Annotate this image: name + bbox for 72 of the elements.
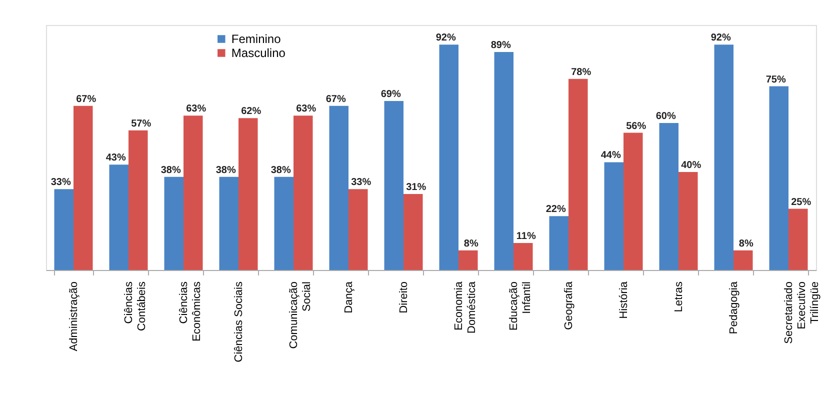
bar [514, 243, 533, 270]
data-label: 63% [186, 104, 206, 115]
bar [238, 118, 258, 270]
data-label: 69% [380, 88, 401, 100]
data-label: 40% [681, 160, 702, 171]
x-tick-label: Comunicação Social [288, 282, 313, 349]
x-tick-label: Ciências Sociais [233, 281, 245, 362]
x-tick-label: Letras [673, 281, 685, 312]
bar [494, 52, 514, 270]
bar [624, 132, 643, 270]
data-label: 78% [571, 66, 592, 78]
x-tick-label: Dança [343, 280, 355, 314]
bar [384, 100, 404, 270]
bar [659, 123, 678, 270]
bar [549, 216, 568, 270]
x-tick-label: Administração [68, 282, 80, 352]
x-tick-label: Pedagogia [728, 280, 740, 334]
bar [788, 208, 808, 270]
bar [54, 189, 74, 270]
bar [714, 44, 734, 270]
bar [109, 164, 128, 270]
x-tick-label: Secretariado Executivo Trilíngüe [783, 282, 821, 344]
bar [568, 78, 588, 270]
bar [604, 162, 624, 270]
bar [184, 116, 203, 270]
legend-label: Feminino [231, 32, 282, 46]
bar [164, 176, 184, 270]
data-label: 33% [351, 177, 372, 188]
bar [404, 194, 423, 270]
bar [769, 86, 788, 270]
data-label: 63% [296, 104, 316, 115]
x-tick-label: Ciências Econômicas [178, 281, 203, 342]
data-label: 38% [270, 164, 291, 176]
data-label: 25% [791, 196, 812, 208]
bar [734, 250, 753, 270]
legend-label: Masculino [231, 46, 286, 60]
x-tick-label: Direito [398, 282, 410, 314]
data-label: 89% [490, 40, 511, 51]
x-tick-label: Ciências Contábeis [123, 281, 148, 332]
bar [128, 130, 148, 270]
x-tick-label: Geografia [563, 280, 575, 330]
bar [294, 116, 313, 270]
bar [329, 106, 348, 270]
bar [274, 176, 294, 270]
data-label: 33% [50, 177, 71, 188]
data-label: 92% [436, 32, 456, 44]
bar [458, 250, 478, 270]
data-label: 56% [626, 120, 646, 132]
data-label: 8% [464, 238, 478, 250]
bar [439, 44, 458, 270]
data-label: 57% [131, 118, 152, 130]
bar [74, 106, 93, 270]
data-label: 67% [326, 94, 346, 105]
bar [348, 189, 368, 270]
data-label: 31% [406, 182, 426, 194]
x-tick-label: História [618, 280, 630, 319]
x-tick-label: Economia Doméstica [453, 280, 478, 334]
data-label: 44% [600, 150, 621, 162]
data-label: 43% [106, 152, 126, 164]
data-label: 67% [76, 94, 96, 105]
data-label: 8% [738, 238, 754, 250]
data-label: 22% [546, 204, 566, 216]
data-label: 75% [766, 74, 786, 86]
data-label: 92% [710, 32, 731, 44]
data-label: 11% [516, 231, 536, 242]
data-label: 62% [241, 106, 262, 118]
data-label: 60% [656, 111, 676, 122]
data-label: 38% [216, 164, 236, 176]
data-label: 38% [160, 164, 181, 176]
bar [219, 176, 238, 270]
bar [678, 172, 698, 270]
x-tick-label: Educação Infantil [508, 282, 533, 330]
